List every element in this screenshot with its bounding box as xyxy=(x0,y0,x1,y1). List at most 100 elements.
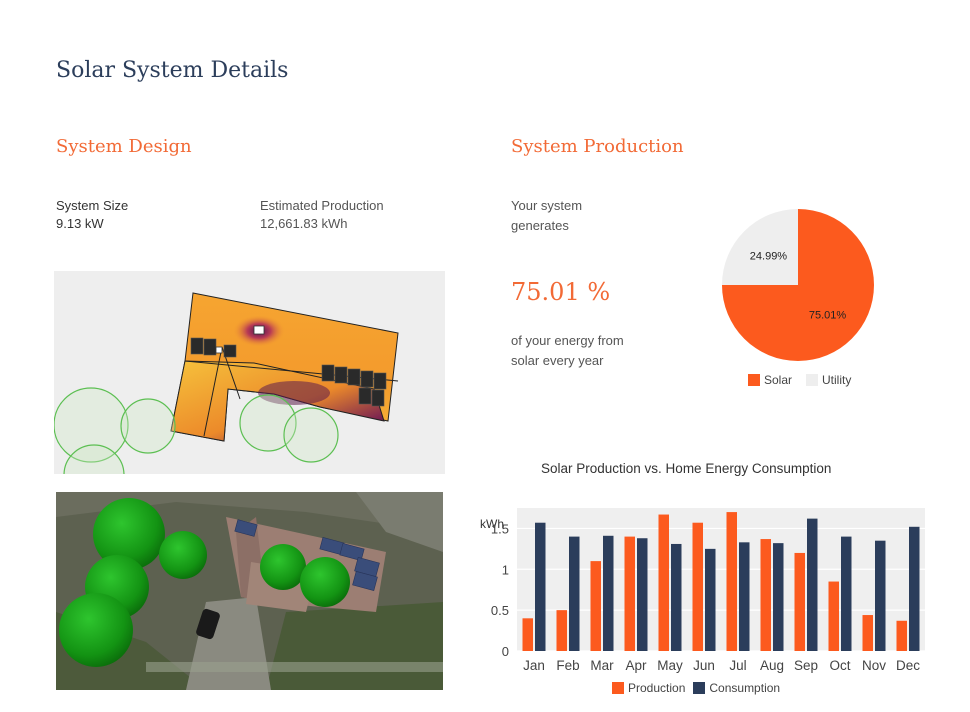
x-tick-label: Sep xyxy=(794,658,818,673)
bar-consumption-feb xyxy=(569,536,580,651)
bar-production-jun xyxy=(692,522,703,651)
bar-legend-swatch xyxy=(612,682,624,694)
bar-chart-bars xyxy=(522,512,920,651)
bar-legend-item-consumption: Consumption xyxy=(693,681,780,695)
y-tick-label: 1.5 xyxy=(491,521,509,536)
system-size-stat: System Size 9.13 kW xyxy=(56,197,128,233)
aerial-view-image xyxy=(56,492,443,690)
page-title: Solar System Details xyxy=(56,58,289,83)
bar-production-may xyxy=(658,514,669,651)
bar-chart-gridlines xyxy=(517,527,925,652)
roof-outline xyxy=(170,292,399,442)
pie-legend-item-utility: Utility xyxy=(806,373,851,387)
bar-legend-item-production: Production xyxy=(612,681,685,695)
car xyxy=(196,608,220,640)
pie-slices xyxy=(722,209,874,361)
y-tick-label: 0 xyxy=(502,644,509,659)
tree-outline xyxy=(120,398,176,454)
tree-outline xyxy=(54,387,129,463)
pie-legend-swatch xyxy=(806,374,819,386)
pie-labels: 75.01% 24.99% xyxy=(750,250,847,321)
bar-legend-label: Production xyxy=(628,681,686,695)
estimated-production-label: Estimated Production xyxy=(260,198,384,213)
pie-slice-utility xyxy=(722,209,798,285)
bar-consumption-may xyxy=(671,543,682,651)
x-tick-label: May xyxy=(657,658,683,673)
pie-legend-swatch xyxy=(748,374,760,386)
system-production-title: System Production xyxy=(511,136,684,157)
bar-consumption-mar xyxy=(603,535,614,651)
bar-chart-y-ticks: 0 0.5 1 1.5 xyxy=(491,521,509,659)
x-tick-label: Jan xyxy=(523,658,545,673)
bar-consumption-nov xyxy=(875,540,886,651)
bar-consumption-jul xyxy=(739,542,750,651)
estimated-production-stat: Estimated Production 12,661.83 kWh xyxy=(260,197,384,233)
system-size-value: 9.13 kW xyxy=(56,216,104,231)
aerial-trees xyxy=(59,498,350,667)
bar-chart-x-ticks: Jan Feb Mar Apr May Jun Jul Aug Sep Oct Nov Dec xyxy=(523,658,920,673)
tree xyxy=(93,498,165,570)
roof-shading-diagram xyxy=(54,271,445,474)
bar-consumption-oct xyxy=(841,536,852,651)
bar-chart-title: Solar Production vs. Home Energy Consump… xyxy=(541,461,832,476)
solar-utility-pie-chart: 75.01% 24.99% xyxy=(722,209,874,361)
tree-outline xyxy=(239,394,297,452)
generation-intro-line1: Your system xyxy=(511,198,583,213)
system-design-title: System Design xyxy=(56,136,192,157)
x-tick-label: Oct xyxy=(829,658,850,673)
x-tick-label: Nov xyxy=(862,658,886,673)
bar-production-jan xyxy=(522,618,533,651)
tree xyxy=(159,531,207,579)
pie-legend-item-solar: Solar xyxy=(748,373,792,387)
y-tick-label: 1 xyxy=(502,562,509,577)
generation-outro-line1: of your energy from xyxy=(511,333,624,348)
x-tick-label: Dec xyxy=(896,658,920,673)
bar-consumption-apr xyxy=(637,538,648,651)
bar-production-aug xyxy=(760,539,771,651)
production-consumption-bar-chart: kWh 0 0.5 1 1.5 Jan Feb Mar Apr May Jun Jul Aug Sep… xyxy=(480,508,925,673)
aerial-solar-panels xyxy=(234,519,380,591)
bar-production-dec xyxy=(896,620,907,651)
bar-production-nov xyxy=(862,615,873,651)
roof-vent xyxy=(253,325,265,335)
pie-legend: Solar Utility xyxy=(748,373,851,387)
bar-consumption-sep xyxy=(807,518,818,651)
x-tick-label: Aug xyxy=(760,658,784,673)
x-tick-label: Mar xyxy=(590,658,614,673)
tree xyxy=(260,544,306,590)
bar-consumption-jan xyxy=(535,522,546,651)
bar-production-apr xyxy=(624,536,635,651)
x-tick-label: Feb xyxy=(556,658,579,673)
pie-slice-label: 75.01% xyxy=(809,310,847,322)
x-tick-label: Jul xyxy=(729,658,746,673)
tree-outline xyxy=(63,444,125,474)
generation-intro: Your system generates xyxy=(511,196,582,236)
bar-chart-plot-area xyxy=(517,508,925,651)
tree xyxy=(59,593,133,667)
generation-intro-line2: generates xyxy=(511,218,569,233)
pie-slice-label: 24.99% xyxy=(750,250,788,262)
bar-production-jul xyxy=(726,512,737,651)
bar-legend-swatch xyxy=(693,682,706,694)
bar-production-oct xyxy=(828,581,839,651)
solar-panels xyxy=(190,337,387,407)
bar-legend-label: Consumption xyxy=(709,681,781,695)
bar-consumption-aug xyxy=(773,543,784,651)
x-tick-label: Jun xyxy=(693,658,715,673)
generation-outro: of your energy from solar every year xyxy=(511,331,624,371)
bar-production-sep xyxy=(794,552,805,651)
system-size-label: System Size xyxy=(56,198,129,213)
pie-legend-label: Solar xyxy=(764,373,793,387)
bar-production-mar xyxy=(590,561,601,651)
bar-consumption-dec xyxy=(909,526,920,651)
bar-chart-y-axis-label: kWh xyxy=(480,517,504,531)
bar-consumption-jun xyxy=(705,548,716,651)
y-tick-label: 0.5 xyxy=(491,603,509,618)
bar-production-feb xyxy=(556,610,567,651)
tree-outlines xyxy=(54,387,339,474)
estimated-production-value: 12,661.83 kWh xyxy=(260,216,348,231)
roof-chimney xyxy=(215,346,223,354)
tree-outline xyxy=(283,407,339,463)
generation-outro-line2: solar every year xyxy=(511,353,604,368)
solar-percent-value: 75.01 % xyxy=(511,278,611,306)
